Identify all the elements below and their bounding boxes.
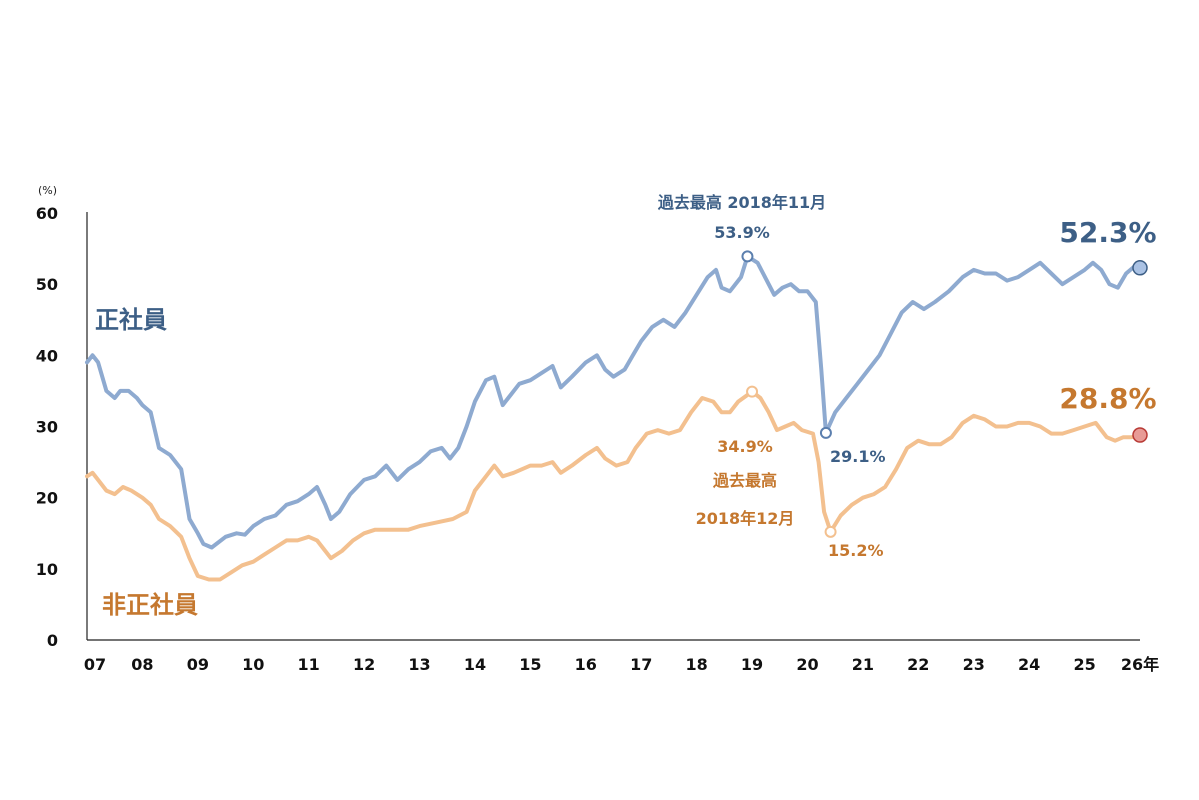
orange-trough-marker — [824, 525, 837, 538]
blue-peak-title: 過去最高 2018年11月 — [657, 193, 826, 212]
regular-employee-line — [85, 254, 1142, 550]
x-tick-label: 25 — [1073, 655, 1095, 674]
x-tick-label: 17 — [630, 655, 652, 674]
series-label-regular: 正社員 — [95, 306, 167, 334]
x-tick-label: 23 — [963, 655, 985, 674]
latest-marker-nonregular — [1132, 427, 1148, 443]
x-tick-label: 22 — [907, 655, 929, 674]
y-tick-label: 50 — [36, 275, 58, 294]
orange-peak-line1: 過去最高 — [712, 471, 777, 490]
latest-value-regular: 52.3% — [1059, 216, 1156, 249]
x-tick-label: 12 — [353, 655, 375, 674]
nonregular-employee-line — [85, 389, 1142, 582]
x-tick-label: 26年 — [1121, 655, 1159, 674]
y-unit-label: (%) — [38, 184, 57, 197]
x-tick-label: 16 — [575, 655, 597, 674]
x-tick-label: 21 — [852, 655, 874, 674]
x-tick-label: 19 — [741, 655, 763, 674]
y-tick-label: 20 — [36, 489, 58, 508]
y-tick-labels: 0 10 20 30 40 50 60 — [36, 204, 58, 650]
x-tick-label: 24 — [1018, 655, 1040, 674]
data-markers — [741, 250, 1148, 538]
x-tick-label: 13 — [408, 655, 430, 674]
blue-peak-marker — [741, 250, 754, 263]
x-tick-label: 10 — [242, 655, 264, 674]
orange-peak-line2: 2018年12月 — [696, 509, 795, 528]
blue-peak-value: 53.9% — [714, 223, 770, 242]
latest-marker-regular — [1132, 260, 1148, 276]
x-tick-label: 08 — [131, 655, 153, 674]
series-lines — [85, 254, 1142, 582]
x-tick-label: 14 — [464, 655, 486, 674]
latest-value-nonregular: 28.8% — [1059, 382, 1156, 415]
orange-peak-value: 34.9% — [717, 437, 773, 456]
blue-trough-marker — [819, 426, 832, 439]
x-tick-label: 20 — [796, 655, 818, 674]
x-tick-label: 18 — [685, 655, 707, 674]
x-tick-label: 11 — [298, 655, 320, 674]
y-tick-label: 10 — [36, 560, 58, 579]
x-tick-label: 15 — [519, 655, 541, 674]
orange-peak-marker — [746, 385, 759, 398]
y-tick-label: 40 — [36, 346, 58, 365]
y-tick-label: 30 — [36, 418, 58, 437]
y-tick-label: 0 — [47, 631, 58, 650]
x-tick-labels: 07 08 09 10 11 12 13 14 15 16 17 18 19 20 21 22 23 24 25 26… — [84, 655, 1159, 674]
x-tick-label: 07 — [84, 655, 106, 674]
y-tick-label: 60 — [36, 204, 58, 223]
blue-trough-value: 29.1% — [830, 447, 886, 466]
orange-trough-value: 15.2% — [828, 541, 884, 560]
series-label-nonregular: 非正社員 — [102, 591, 198, 619]
x-tick-label: 09 — [187, 655, 209, 674]
